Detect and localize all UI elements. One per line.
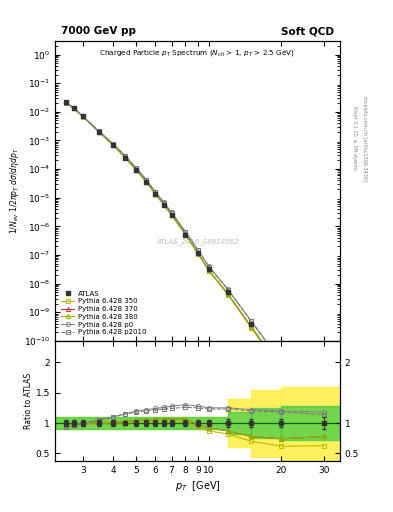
Text: Rivet 3.1.10, ≥ 3M events: Rivet 3.1.10, ≥ 3M events [352,106,357,170]
Legend: ATLAS, Pythia 6.428 350, Pythia 6.428 370, Pythia 6.428 380, Pythia 6.428 p0, Py: ATLAS, Pythia 6.428 350, Pythia 6.428 37… [59,289,149,337]
Text: mcplots.cern.ch [arXiv:1306.3436]: mcplots.cern.ch [arXiv:1306.3436] [362,96,367,181]
Y-axis label: Ratio to ATLAS: Ratio to ATLAS [24,373,33,429]
Text: Charged Particle $p_T$ Spectrum ($N_{ch}$ > 1, $p_T$ > 2.5 GeV): Charged Particle $p_T$ Spectrum ($N_{ch}… [99,49,296,58]
Text: 7000 GeV pp: 7000 GeV pp [61,27,136,36]
Text: Soft QCD: Soft QCD [281,27,334,36]
Text: ATLAS_2010_S8918562: ATLAS_2010_S8918562 [156,239,239,245]
Y-axis label: $1/N_{ev}\ 1/2\pi p_T\ d\sigma/d\eta dp_T$: $1/N_{ev}\ 1/2\pi p_T\ d\sigma/d\eta dp_… [8,147,21,234]
X-axis label: $p_T$  [GeV]: $p_T$ [GeV] [174,479,220,493]
